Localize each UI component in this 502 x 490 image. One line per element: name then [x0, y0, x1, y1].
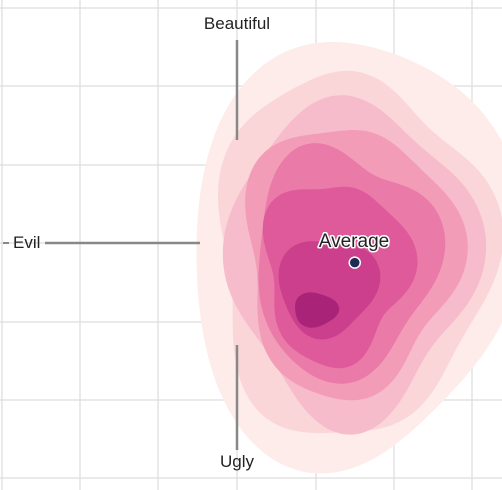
axes: [3, 40, 239, 450]
average-marker: [348, 256, 361, 269]
y-negative-label: Ugly: [220, 452, 255, 471]
average-label: Average: [319, 231, 389, 252]
y-positive-label: Beautiful: [204, 14, 270, 33]
density-contours: [196, 41, 502, 474]
x-negative-label: Evil: [13, 233, 40, 252]
density-level-8: [295, 292, 340, 328]
